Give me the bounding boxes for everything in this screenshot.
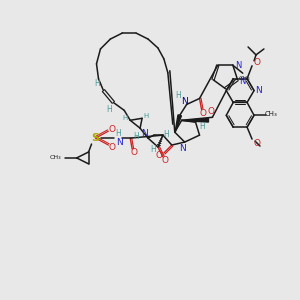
Text: CH₃: CH₃: [265, 111, 277, 117]
Text: H: H: [123, 115, 128, 121]
Text: H: H: [106, 105, 112, 114]
Text: H: H: [133, 132, 139, 141]
Text: CH₃: CH₃: [49, 155, 61, 160]
Polygon shape: [182, 118, 208, 122]
Text: H: H: [116, 129, 121, 138]
Text: O: O: [161, 156, 168, 165]
Polygon shape: [175, 115, 182, 132]
Text: N: N: [179, 143, 186, 152]
Text: H: H: [150, 145, 156, 154]
Text: CH₃: CH₃: [239, 76, 250, 81]
Text: O: O: [200, 109, 207, 118]
Text: N: N: [256, 86, 262, 95]
Text: O: O: [109, 125, 116, 134]
Text: N: N: [235, 61, 241, 70]
Text: O: O: [130, 148, 138, 158]
Text: O: O: [254, 139, 260, 148]
Text: N: N: [141, 129, 147, 138]
Text: S: S: [92, 133, 100, 143]
Text: N: N: [116, 138, 123, 147]
Text: O: O: [208, 107, 215, 116]
Text: H: H: [143, 113, 149, 119]
Text: O: O: [155, 152, 162, 160]
Text: H: H: [175, 91, 181, 100]
Text: H: H: [163, 130, 169, 139]
Text: H: H: [94, 79, 100, 88]
Text: H: H: [200, 122, 206, 131]
Text: N: N: [181, 97, 188, 106]
Text: O: O: [254, 58, 260, 67]
Text: O: O: [109, 142, 116, 152]
Text: N: N: [239, 77, 246, 86]
